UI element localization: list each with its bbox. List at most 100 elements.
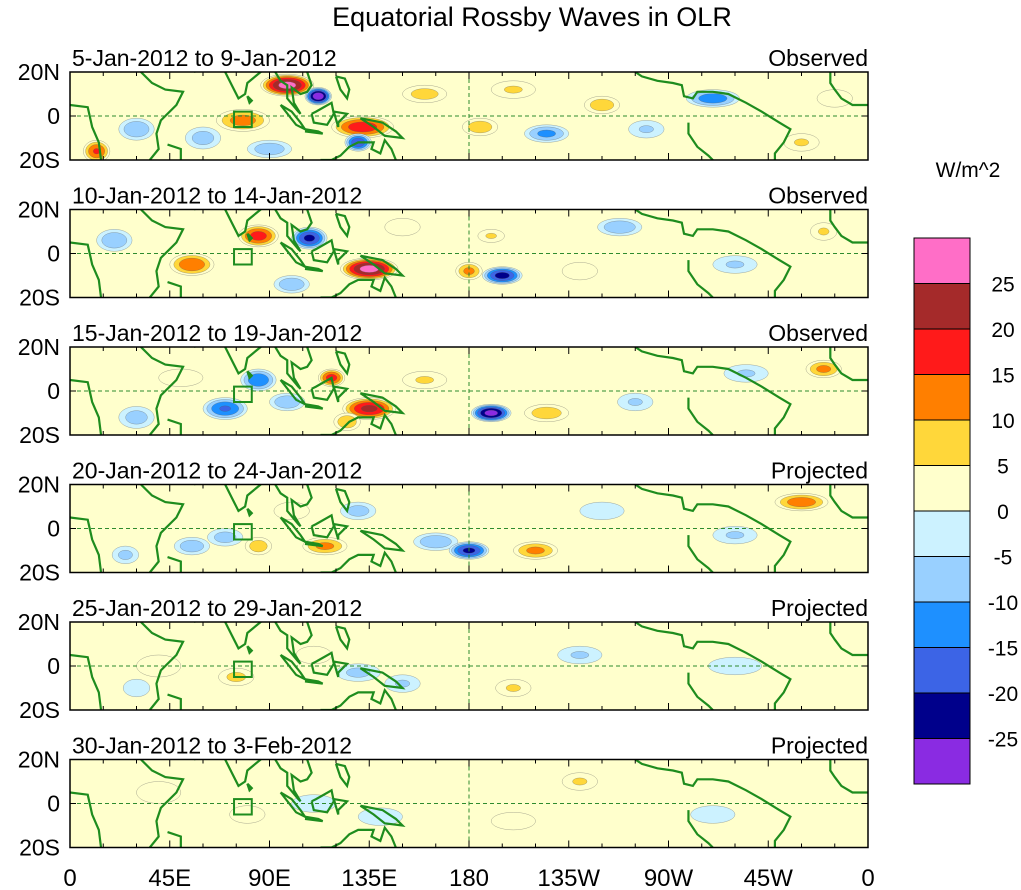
x-tick-label: 135E (341, 865, 397, 890)
colorbar-label: 0 (997, 501, 1009, 524)
olr-contour (505, 684, 521, 692)
coastline (70, 516, 103, 573)
coastline (304, 815, 324, 823)
y-tick-label: 20S (19, 147, 60, 173)
olr-contour (278, 277, 305, 291)
coastline (359, 529, 406, 552)
coastline (246, 232, 254, 243)
x-tick-label: 90W (644, 865, 694, 890)
coastline (194, 759, 313, 803)
colorbar-swatch (913, 647, 971, 694)
coastline (246, 507, 254, 518)
colorbar-label: -15 (988, 638, 1018, 661)
y-tick-label: 0 (47, 516, 60, 542)
coastline (304, 678, 324, 685)
box-marker (233, 798, 253, 816)
coastline (246, 95, 254, 105)
coastline (334, 625, 351, 651)
coastline (167, 143, 182, 160)
coastline (167, 556, 182, 573)
olr-contour (526, 546, 545, 555)
x-tick-label: 45E (148, 865, 191, 890)
panel-status-label: Observed (768, 183, 868, 209)
coastline (334, 212, 351, 239)
olr-contour (337, 415, 357, 429)
olr-contour (537, 129, 556, 138)
coastline (140, 347, 185, 435)
coastline (634, 72, 792, 160)
coastline (332, 110, 350, 128)
panel-period-label: 15-Jan-2012 to 19-Jan-2012 (72, 320, 362, 346)
y-tick-label: 20S (19, 560, 60, 586)
coastline (359, 804, 406, 827)
olr-contour (125, 410, 148, 425)
box-marker (233, 248, 253, 266)
panel-2: 20N 0 20S 10-Jan-2012 to 14-Jan-2012 Observe… (18, 183, 869, 311)
coastline (70, 378, 103, 435)
x-tick-label: 0 (63, 865, 76, 890)
coastline (334, 762, 351, 789)
y-tick-label: 20N (18, 334, 60, 360)
x-tick-label: 180 (449, 865, 489, 890)
colorbar-label: -10 (988, 592, 1018, 615)
panel-status-label: Projected (771, 595, 868, 621)
box-marker (233, 523, 253, 541)
panel-period-label: 10-Jan-2012 to 14-Jan-2012 (72, 183, 362, 209)
olr-contour (589, 98, 615, 112)
colorbar-label: 25 (991, 274, 1014, 297)
olr-contour (579, 501, 625, 520)
box-marker (233, 385, 253, 404)
olr-contour (570, 651, 590, 659)
colorbar-swatch (913, 374, 971, 421)
x-tick-label: 0 (861, 865, 874, 890)
panel-4: 20N 0 20S 20-Jan-2012 to 24-Jan-2012 Project… (18, 458, 869, 586)
coastline (320, 275, 397, 298)
panel-5: 20N 0 20S 25-Jan-2012 to 29-Jan-2012 Project… (18, 595, 869, 723)
olr-contour (794, 138, 809, 147)
coastline (70, 241, 103, 298)
colorbar-label: -20 (988, 683, 1018, 706)
olr-contour (627, 398, 643, 406)
olr-contour (504, 85, 523, 94)
colorbar: 25 20 15 10 5 0 -5 -10 -15 -20 -25 (913, 237, 1018, 785)
olr-contour (725, 531, 745, 539)
y-tick-label: 20N (18, 59, 60, 85)
olr-contour (817, 227, 830, 236)
panel-period-label: 30-Jan-2012 to 3-Feb-2012 (72, 733, 352, 759)
olr-contour (531, 406, 562, 420)
olr-contour (229, 114, 256, 126)
coastline (167, 418, 182, 435)
coastline (320, 687, 397, 710)
coastline (634, 209, 792, 298)
olr-contour (603, 220, 636, 234)
olr-contour (490, 812, 536, 831)
coastline (334, 75, 351, 101)
coastline (687, 260, 714, 298)
coastline (194, 347, 313, 390)
colorbar-swatch (913, 283, 971, 330)
coastline (687, 397, 714, 435)
olr-contour (384, 218, 421, 237)
olr-contour (561, 262, 598, 281)
y-tick-label: 20N (18, 609, 60, 635)
coastline (279, 791, 309, 820)
coastline (304, 403, 324, 410)
panel-status-label: Observed (768, 320, 868, 346)
olr-contour (312, 92, 324, 101)
colorbar-label: -5 (994, 547, 1013, 570)
panel-period-label: 25-Jan-2012 to 29-Jan-2012 (72, 595, 362, 621)
olr-contour (816, 365, 832, 373)
olr-contour (178, 257, 205, 272)
coastline (70, 653, 103, 710)
coastline (194, 209, 313, 253)
coastline (829, 72, 868, 107)
coastline (167, 693, 182, 710)
coastline (634, 347, 792, 435)
coastline (359, 667, 406, 690)
coastline (359, 117, 406, 140)
coastline (194, 484, 313, 528)
y-tick-label: 20S (19, 422, 60, 448)
y-tick-label: 20N (18, 472, 60, 498)
olr-contour (494, 272, 510, 279)
y-tick-label: 20S (19, 835, 60, 861)
